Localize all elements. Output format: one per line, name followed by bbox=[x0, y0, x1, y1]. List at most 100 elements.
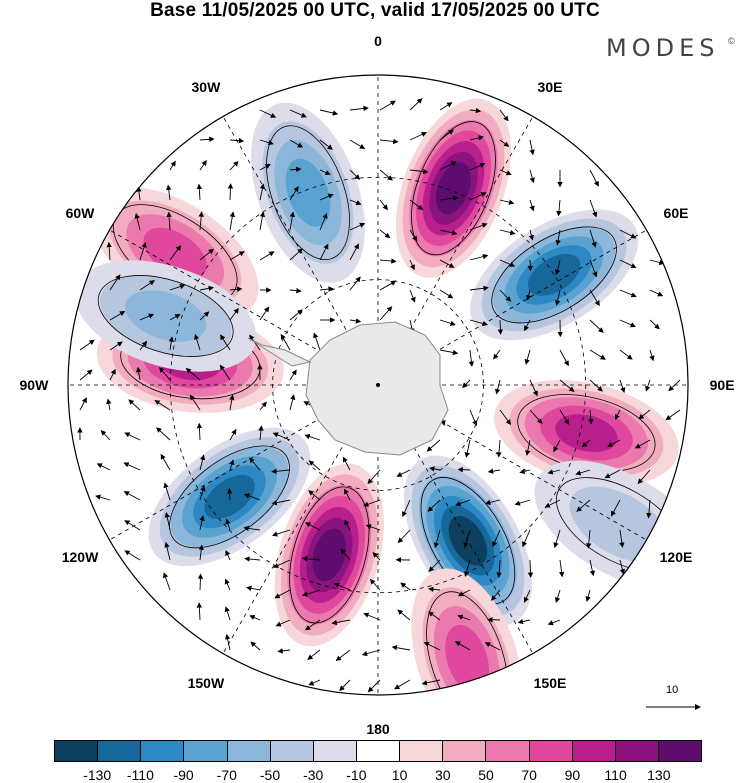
wind-vector bbox=[607, 439, 621, 447]
wind-vector bbox=[79, 397, 87, 411]
colorbar-cell bbox=[270, 741, 314, 761]
wind-vector bbox=[439, 102, 453, 111]
wind-vector bbox=[379, 100, 396, 111]
longitude-label: 60E bbox=[663, 204, 689, 221]
wind-vector bbox=[396, 469, 411, 477]
wind-vector bbox=[439, 195, 459, 201]
streamline-loop bbox=[411, 121, 496, 256]
wind-vector bbox=[589, 349, 606, 360]
wind-vector bbox=[469, 107, 482, 114]
wind-vector bbox=[428, 586, 441, 593]
colorbar-tick-label: -50 bbox=[259, 767, 281, 783]
anomaly-center bbox=[251, 102, 365, 283]
streamline-loop bbox=[426, 591, 508, 695]
map-title: Base 11/05/2025 00 UTC, valid 17/05/2025… bbox=[150, 0, 600, 21]
longitude-label: 150W bbox=[187, 675, 225, 691]
wind-vector bbox=[259, 163, 271, 171]
wind-vector bbox=[289, 166, 302, 173]
wind-vector bbox=[524, 349, 531, 365]
wind-vector bbox=[497, 319, 504, 335]
wind-vector bbox=[335, 649, 351, 662]
colorbar-tick-label: -130 bbox=[83, 767, 112, 783]
wind-vector bbox=[159, 367, 171, 381]
wind-vector bbox=[227, 183, 234, 201]
wind-vector bbox=[289, 186, 299, 201]
wind-vector bbox=[319, 286, 334, 292]
wind-vector bbox=[547, 469, 561, 475]
wind-vector bbox=[199, 160, 207, 171]
wind-vector bbox=[189, 394, 201, 411]
wind-vector bbox=[409, 168, 429, 175]
wind-vector bbox=[169, 245, 182, 261]
wind-vector bbox=[259, 401, 267, 411]
wind-vector bbox=[397, 609, 411, 621]
wind-vector bbox=[271, 499, 291, 506]
wind-vector bbox=[423, 642, 441, 651]
wind-vector bbox=[280, 333, 291, 351]
wind-vector bbox=[547, 619, 561, 626]
wind-vector bbox=[637, 469, 651, 485]
colorbar-tick-label: 10 bbox=[391, 767, 408, 783]
colorbar-tick-label: -70 bbox=[216, 767, 237, 783]
anomaly-center bbox=[395, 98, 512, 278]
wind-vector bbox=[649, 289, 664, 297]
wind-vector bbox=[136, 366, 142, 381]
wind-vector bbox=[439, 349, 459, 356]
wind-vector bbox=[275, 619, 291, 627]
wind-vector bbox=[468, 349, 475, 367]
wind-vector bbox=[333, 582, 351, 591]
wind-vector bbox=[619, 319, 636, 328]
longitude-label: 90E bbox=[709, 377, 735, 393]
wind-vector bbox=[349, 243, 359, 261]
wind-vector bbox=[439, 289, 454, 299]
wind-vector bbox=[301, 589, 321, 597]
wind-vector bbox=[225, 633, 231, 651]
wind-vector bbox=[124, 520, 141, 531]
wind-vector bbox=[349, 276, 361, 291]
wind-vector bbox=[394, 679, 411, 690]
colorbar-cell bbox=[529, 741, 573, 761]
colorbar-cell bbox=[658, 741, 702, 761]
wind-vector bbox=[439, 161, 457, 171]
wind-vector bbox=[619, 259, 637, 268]
wind-vector bbox=[344, 519, 351, 531]
wind-vector bbox=[529, 379, 538, 397]
wind-vector bbox=[553, 529, 561, 549]
wind-vector bbox=[319, 243, 329, 261]
wind-vector bbox=[558, 559, 565, 578]
wind-vector bbox=[559, 409, 570, 425]
wind-vector bbox=[586, 529, 592, 549]
wind-vector bbox=[554, 589, 561, 603]
wind-vector bbox=[199, 285, 214, 291]
wind-vector bbox=[529, 169, 535, 184]
wind-vector bbox=[426, 439, 441, 452]
wind-vector bbox=[427, 499, 441, 512]
wind-vector bbox=[499, 289, 512, 302]
colorbar-cell bbox=[572, 741, 616, 761]
wind-vector bbox=[124, 550, 141, 561]
wind-vector bbox=[229, 307, 239, 321]
wind-vector bbox=[525, 289, 532, 301]
wind-vector bbox=[194, 333, 201, 351]
streamline-loop bbox=[266, 125, 350, 261]
wind-vector bbox=[529, 199, 535, 212]
colorbar-tick-label: -30 bbox=[303, 767, 324, 783]
wind-vector bbox=[402, 499, 411, 518]
wind-vector bbox=[100, 430, 111, 441]
wind-vector bbox=[225, 518, 231, 531]
wind-vector bbox=[229, 251, 245, 261]
wind-vector bbox=[219, 364, 231, 381]
wind-vector bbox=[469, 135, 484, 141]
wind-vector bbox=[199, 515, 205, 531]
wind-vector bbox=[109, 311, 126, 321]
wind-vector bbox=[525, 439, 531, 456]
streamline-loop bbox=[97, 275, 234, 357]
colorbar-tick-label: 30 bbox=[435, 767, 451, 783]
colorbar-cell bbox=[227, 741, 271, 761]
wind-vector bbox=[400, 582, 411, 591]
wind-vector bbox=[589, 289, 600, 307]
anomaly-contour bbox=[555, 414, 618, 453]
wind-vector bbox=[457, 589, 471, 597]
wind-vector bbox=[646, 499, 652, 519]
wind-vector bbox=[128, 399, 141, 411]
